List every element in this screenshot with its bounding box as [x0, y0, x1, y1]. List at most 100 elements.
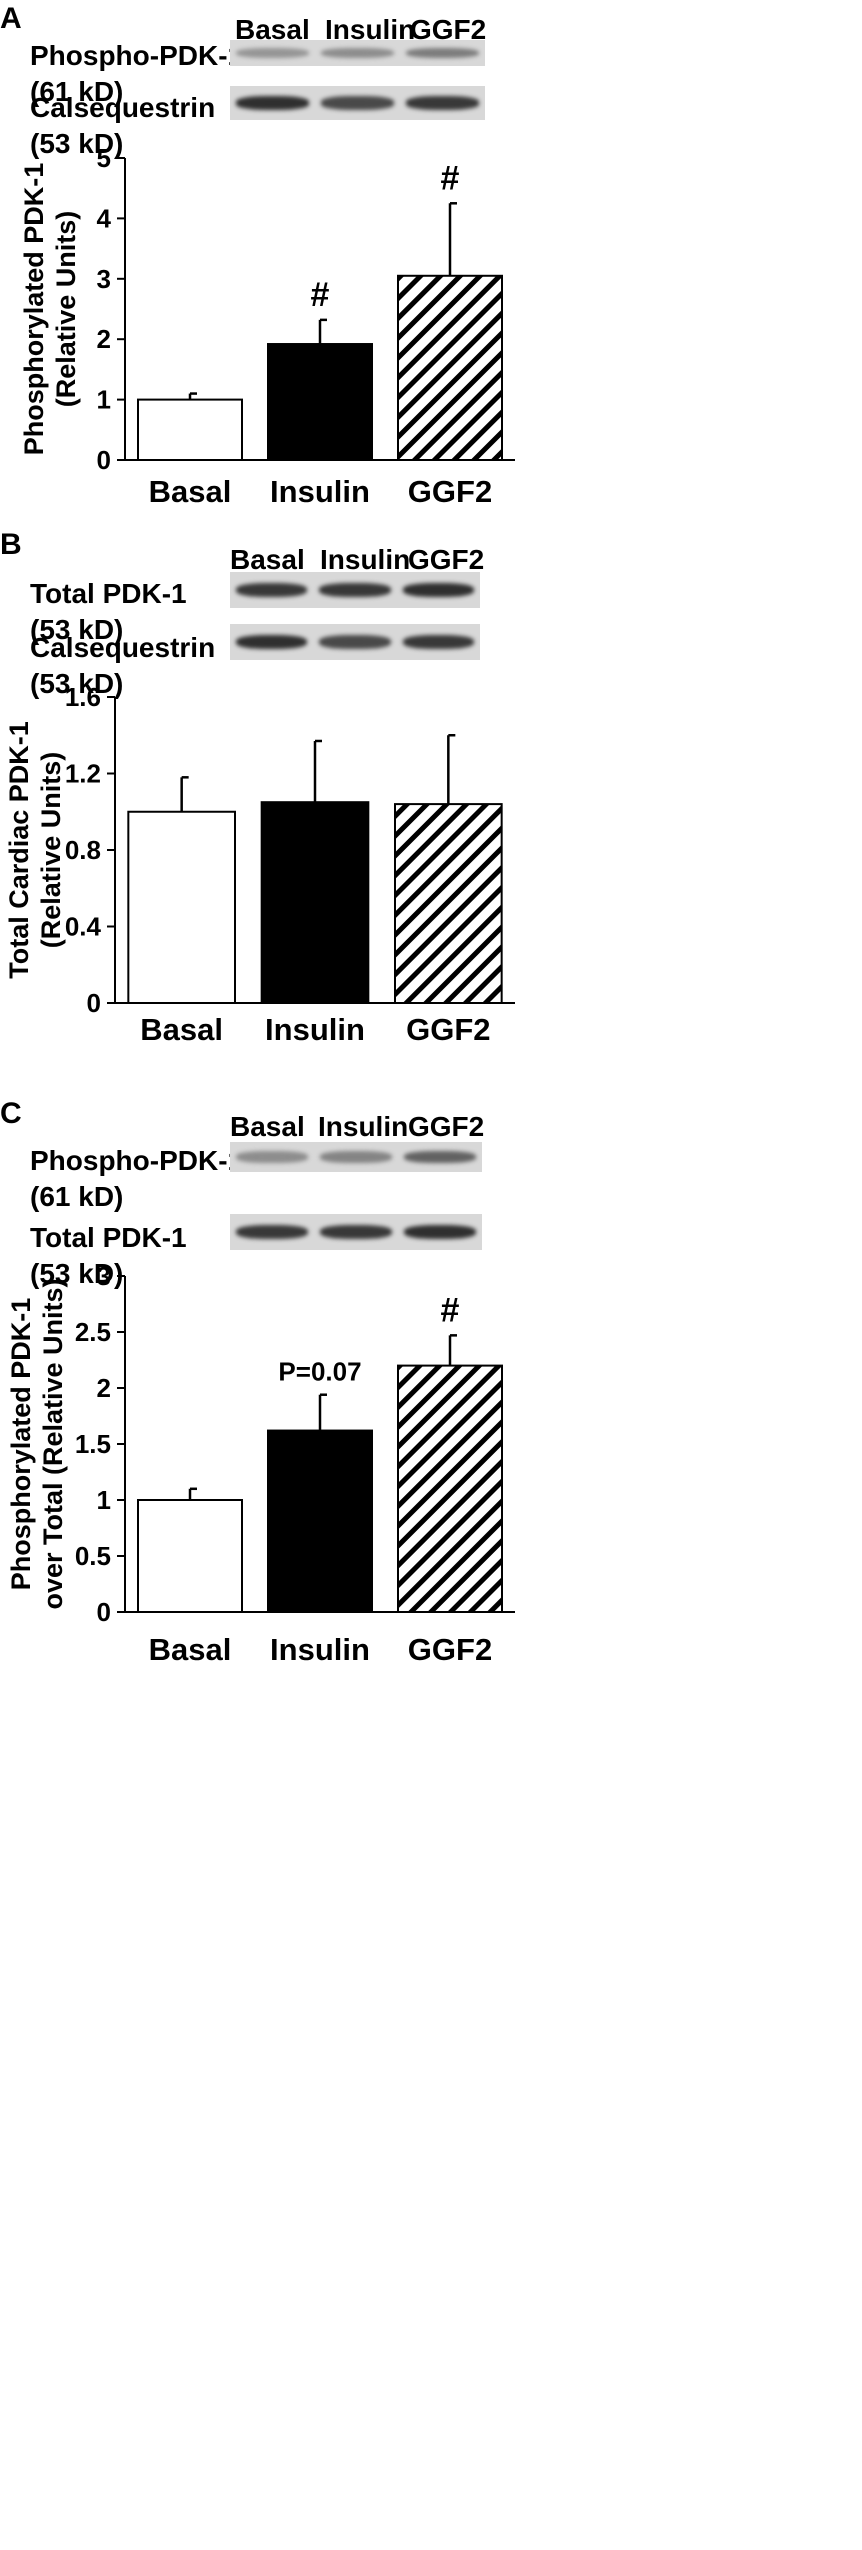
- blot-protein-name: Calsequestrin: [30, 632, 216, 663]
- blot-protein-name: Calsequestrin: [30, 92, 216, 123]
- blot-label: Calsequestrin (53 kD): [30, 630, 215, 702]
- y-tick-label: 1.2: [65, 759, 101, 789]
- panel-a: A Basal Insulin GGF2 Phospho-PDK-1 (61 k…: [0, 0, 862, 790]
- blot-size: (53 kD): [30, 668, 124, 699]
- blot-size: (53 kD): [30, 614, 124, 645]
- bar-chart-b: 0 0.4 0.8 1.2 1.6 Total Cardiac PDK-1(Relativ…: [4, 682, 515, 1047]
- blot-band: [321, 47, 394, 59]
- bar-insulin: [267, 1429, 373, 1614]
- y-tick-label: 0.4: [65, 912, 102, 942]
- blot-band: [406, 47, 479, 59]
- blot-band: [402, 634, 474, 650]
- blot-label: Phospho-PDK-1 (61 kD): [30, 38, 243, 110]
- blot-size: (53 kD): [30, 128, 124, 159]
- x-tick-label: Basal: [140, 1012, 223, 1047]
- bar-basal: [137, 398, 243, 462]
- y-tick-label: 0: [97, 1597, 111, 1627]
- blot-band: [320, 1224, 392, 1240]
- panel-letter: A: [0, 2, 22, 35]
- blot-band: [236, 634, 308, 650]
- blot-band: [406, 96, 479, 110]
- bar-ggf2: [397, 274, 503, 461]
- bar-insulin: [267, 343, 373, 462]
- panel-b: B Basal Insulin GGF2 Total PDK-1 (53 kD)…: [0, 528, 515, 1047]
- significance-annotation: #: [311, 276, 330, 314]
- blot-band: [236, 47, 309, 59]
- lane-label-basal: Basal: [230, 544, 305, 575]
- blot-protein-name: Total PDK-1: [30, 1222, 187, 1253]
- bar-basal: [137, 1499, 243, 1613]
- y-axis-label: Phosphorylated PDK-1(Relative Units): [19, 163, 81, 456]
- lane-label-insulin: Insulin: [325, 14, 416, 45]
- lane-label-basal: Basal: [235, 14, 310, 45]
- y-tick-label: 0: [97, 445, 111, 475]
- x-tick-label: Insulin: [270, 474, 370, 509]
- blot-band: [402, 582, 474, 598]
- y-tick-label: 0.5: [75, 1541, 111, 1571]
- panel-letter: B: [0, 528, 22, 561]
- lane-label-basal: Basal: [230, 1111, 305, 1142]
- blot-size: (53 kD): [30, 1258, 124, 1289]
- blot-band: [319, 634, 391, 650]
- y-tick-label: 4: [97, 203, 112, 233]
- y-tick-label: 5: [97, 143, 111, 173]
- y-axis-label: Phosphorylated PDK-1over Total (Relative…: [6, 1278, 68, 1609]
- western-blot-strip: [230, 1142, 482, 1172]
- lane-label-insulin: Insulin: [318, 1111, 409, 1142]
- significance-annotation: #: [441, 1291, 460, 1329]
- western-blot-strip: [230, 572, 480, 608]
- y-tick-label: 0: [87, 988, 101, 1018]
- lane-label-ggf2: GGF2: [408, 544, 485, 575]
- x-tick-label: Basal: [149, 474, 232, 509]
- blot-size: (61 kD): [30, 76, 124, 107]
- western-blot-strip: [230, 86, 485, 120]
- x-tick-label: Basal: [149, 1632, 232, 1667]
- blot-label: Phospho-PDK-1 (61 kD): [30, 1143, 243, 1215]
- y-tick-label: 3: [97, 264, 111, 294]
- significance-annotation: P=0.07: [278, 1357, 361, 1387]
- blot-protein-name: Total PDK-1: [30, 578, 187, 609]
- blot-label: Total PDK-1 (53 kD): [30, 1220, 187, 1292]
- lane-label-ggf2: GGF2: [410, 14, 487, 45]
- blot-band: [236, 96, 309, 110]
- y-tick-label: 2: [97, 1373, 111, 1403]
- blot-protein-name: Phospho-PDK-1: [30, 1145, 244, 1176]
- y-tick-label: 1.5: [75, 1429, 111, 1459]
- lane-label-insulin: Insulin: [320, 544, 411, 575]
- lane-label-ggf2: GGF2: [408, 1111, 485, 1142]
- blot-protein-name: Phospho-PDK-1: [30, 40, 244, 71]
- significance-annotation: #: [441, 159, 460, 197]
- blot-band: [236, 1224, 308, 1240]
- western-blot-strip: [230, 1214, 482, 1250]
- bar-insulin: [260, 801, 370, 1004]
- blot-band: [404, 1151, 476, 1163]
- western-blot-strip: [230, 40, 485, 66]
- blot-band: [404, 1224, 476, 1240]
- bar-ggf2: [394, 803, 503, 1004]
- x-tick-label: GGF2: [408, 1632, 492, 1667]
- blot-label: Total PDK-1 (53 kD): [30, 576, 187, 648]
- blot-band: [321, 96, 394, 110]
- x-tick-label: Insulin: [265, 1012, 365, 1047]
- blot-size: (61 kD): [30, 1181, 124, 1212]
- blot-band: [236, 582, 308, 598]
- y-tick-label: 1: [97, 385, 111, 415]
- y-tick-label: 1: [97, 1485, 111, 1515]
- western-blot-strip: [230, 624, 480, 660]
- y-axis-label: Total Cardiac PDK-1(Relative Units): [4, 721, 66, 979]
- blot-band: [320, 1151, 392, 1163]
- blot-band: [236, 1151, 308, 1163]
- panel-letter: C: [0, 1097, 22, 1130]
- y-tick-label: 2: [97, 324, 111, 354]
- x-tick-label: GGF2: [406, 1012, 490, 1047]
- y-tick-label: 1.6: [65, 682, 101, 712]
- bar-basal: [127, 810, 236, 1004]
- x-tick-label: GGF2: [408, 474, 492, 509]
- y-tick-label: 2.5: [75, 1317, 111, 1347]
- x-tick-label: Insulin: [270, 1632, 370, 1667]
- blot-band: [319, 582, 391, 598]
- bar-ggf2: [397, 1364, 503, 1613]
- y-tick-label: 0.8: [65, 835, 101, 865]
